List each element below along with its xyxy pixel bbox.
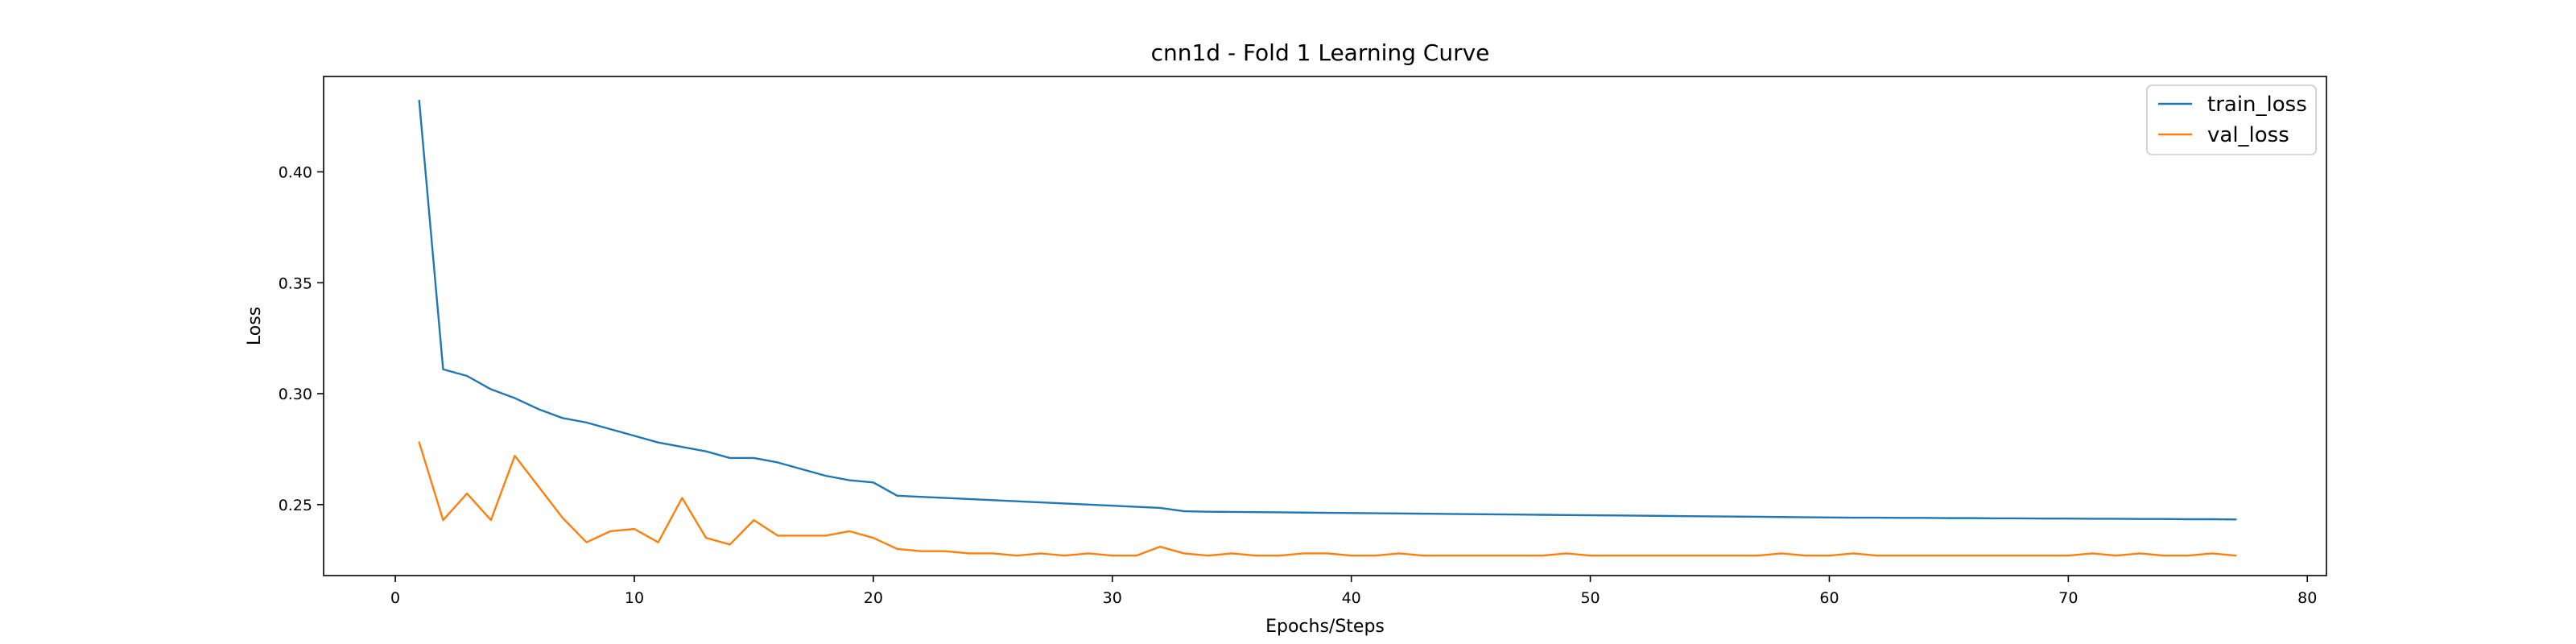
x-tick-label: 0 [390, 589, 400, 607]
series-line-val-loss [418, 441, 2237, 557]
plot-frame [323, 76, 2327, 576]
x-tick-label: 40 [1342, 589, 1361, 607]
y-axis-label: Loss [245, 307, 265, 345]
legend-label-val-loss: val_loss [2207, 123, 2289, 147]
y-tick-label: 0.40 [279, 163, 312, 181]
x-tick-label: 50 [1580, 589, 1600, 607]
x-tick-label: 20 [864, 589, 883, 607]
y-tick-label: 0.25 [279, 497, 312, 514]
y-axis: 0.25 0.30 0.35 0.40 [279, 163, 324, 514]
legend-label-train-loss: train_loss [2207, 93, 2307, 117]
x-tick-label: 80 [2297, 589, 2317, 607]
x-tick-label: 30 [1103, 589, 1122, 607]
legend-box [2146, 85, 2317, 155]
chart-title: cnn1d - Fold 1 Learning Curve [1151, 39, 1490, 66]
x-tick-label: 10 [625, 589, 644, 607]
plot-area [323, 76, 2327, 576]
y-tick-label: 0.30 [279, 386, 312, 403]
series-line-train-loss [418, 100, 2237, 521]
x-tick-label: 70 [2058, 589, 2078, 607]
y-tick-label: 0.35 [279, 275, 312, 292]
x-axis-label: Epochs/Steps [1265, 617, 1385, 637]
legend: train_loss val_loss [2146, 85, 2317, 155]
series-lines [418, 100, 2237, 557]
x-tick-label: 60 [1819, 589, 1839, 607]
x-axis: 0 10 20 30 40 50 60 70 80 [390, 576, 2317, 607]
